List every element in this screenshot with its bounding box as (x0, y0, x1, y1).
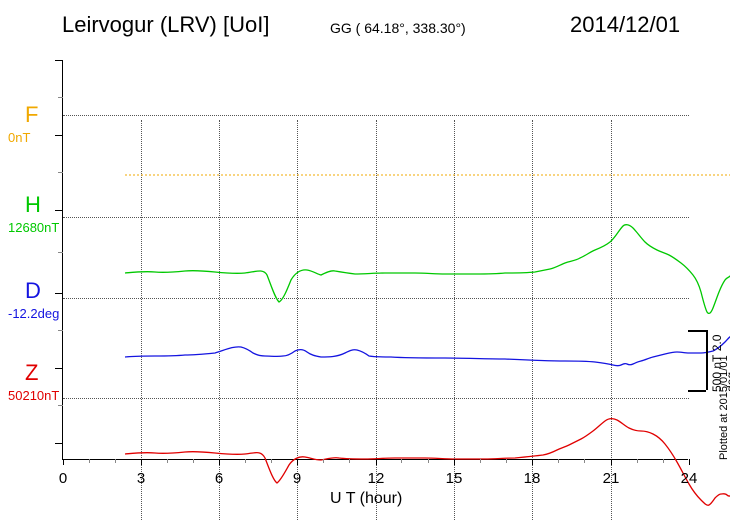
panel-unit-f: 0nT (8, 130, 30, 145)
panel-unit-d: -12.2deg (8, 306, 59, 321)
xlabel-21: 21 (596, 470, 626, 487)
panel-unit-z: 50210nT (8, 388, 59, 403)
xtick-15 (454, 459, 455, 465)
magnetogram-chart: Leirvogur (LRV) [UoI] GG ( 64.18°, 338.3… (0, 0, 730, 520)
xtick-0 (63, 459, 64, 465)
panel-label-f: F (25, 102, 38, 128)
xtick-9 (297, 459, 298, 465)
xlabel-15: 15 (439, 470, 469, 487)
panel-label-h: H (25, 192, 41, 218)
xtick-24 (689, 459, 690, 465)
coords-label: GG ( 64.18°, 338.30°) (330, 20, 466, 36)
xlabel-0: 0 (48, 470, 78, 487)
scale-bar-top (688, 330, 706, 332)
xtick-6 (219, 459, 220, 465)
scale-bar-bottom (688, 390, 706, 392)
xlabel-24: 24 (674, 470, 704, 487)
scale-bar-vertical (706, 330, 708, 390)
xtick-18 (532, 459, 533, 465)
xtick-3 (141, 459, 142, 465)
xaxis-title: U T (hour) (330, 490, 402, 508)
xtick-21 (611, 459, 612, 465)
panel-label-d: D (25, 278, 41, 304)
xlabel-12: 12 (361, 470, 391, 487)
xlabel-18: 18 (517, 470, 547, 487)
plotted-timestamp: Plotted at 2015/01/01 01:31 UT (718, 330, 730, 460)
xlabel-6: 6 (204, 470, 234, 487)
baseline-f (63, 115, 689, 116)
xtick-12 (376, 459, 377, 465)
chart-title: Leirvogur (LRV) [UoI] (62, 12, 269, 38)
xlabel-9: 9 (282, 470, 312, 487)
date-label: 2014/12/01 (570, 12, 680, 38)
panel-unit-h: 12680nT (8, 220, 59, 235)
xlabel-3: 3 (126, 470, 156, 487)
plot-area: 0 3 6 9 12 15 18 21 24 (62, 60, 688, 460)
panel-label-z: Z (25, 360, 38, 386)
